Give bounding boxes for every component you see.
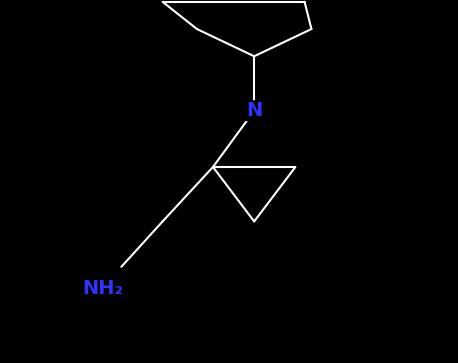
Text: N: N — [246, 101, 262, 120]
Text: NH₂: NH₂ — [82, 279, 124, 298]
